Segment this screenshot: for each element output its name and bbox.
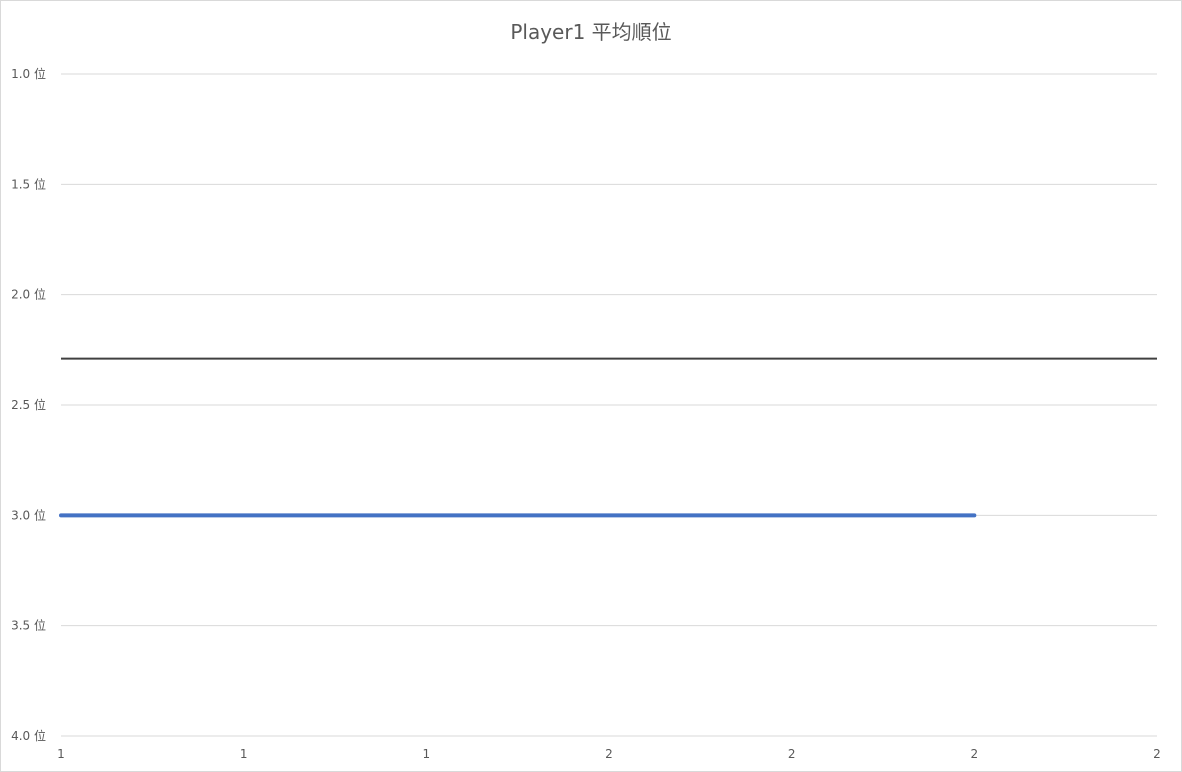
chart-title: Player1 平均順位 (510, 20, 671, 44)
x-tick-label: 2 (971, 747, 979, 761)
y-tick-label: 4.0 位 (11, 728, 46, 743)
y-axis-ticks: 1.0 位 1.5 位 2.0 位 2.5 位 3.0 位 3.5 位 4.0 位 (11, 66, 46, 743)
x-axis-ticks: 1 1 1 2 2 2 2 (57, 747, 1161, 761)
y-tick-label: 1.0 位 (11, 66, 46, 81)
grid-layer (61, 73, 1157, 737)
y-tick-label: 2.0 位 (11, 287, 46, 302)
x-tick-label: 2 (605, 747, 613, 761)
y-tick-label: 2.5 位 (11, 397, 46, 412)
x-tick-label: 1 (423, 747, 431, 761)
y-tick-label: 1.5 位 (11, 176, 46, 191)
x-tick-label: 2 (1153, 747, 1161, 761)
x-tick-label: 1 (57, 747, 65, 761)
y-tick-label: 3.0 位 (11, 507, 46, 522)
y-tick-label: 3.5 位 (11, 618, 46, 633)
x-tick-label: 2 (788, 747, 796, 761)
x-tick-label: 1 (240, 747, 248, 761)
